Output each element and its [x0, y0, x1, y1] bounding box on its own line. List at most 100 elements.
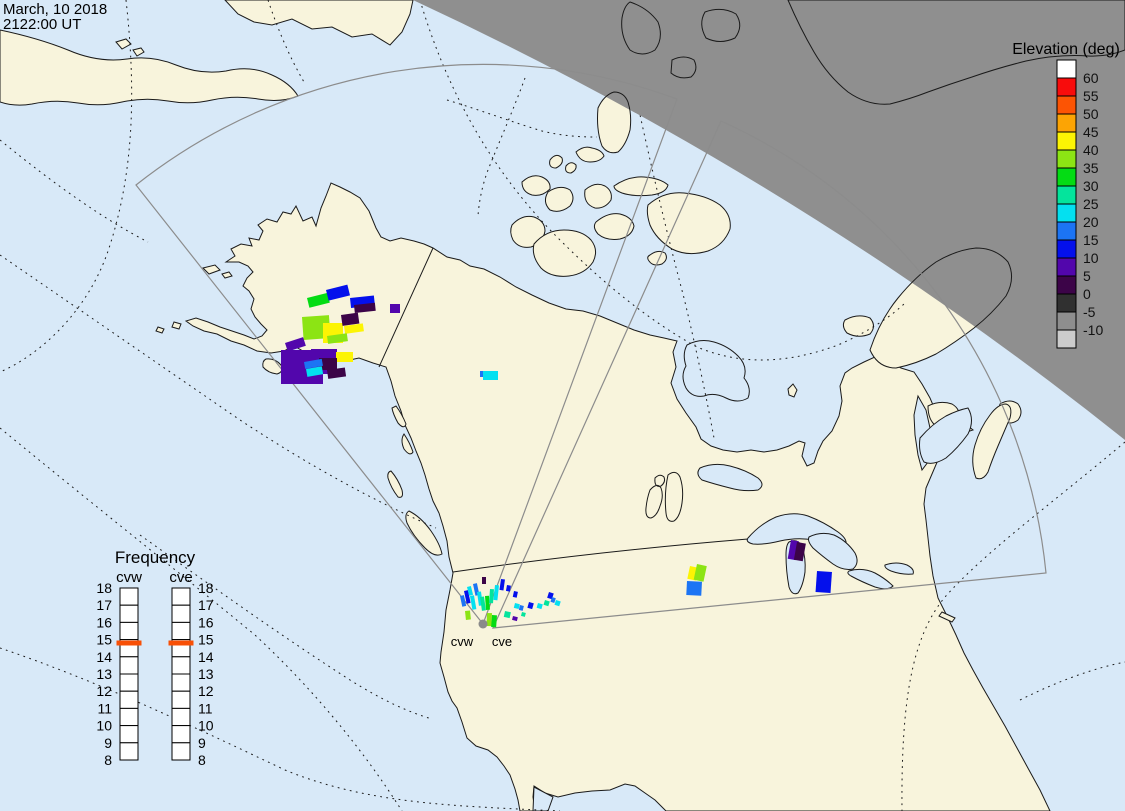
colorbar-cell [1056, 221, 1077, 241]
frequency-column-label-cvw: cvw [116, 569, 142, 586]
radar-echo-cell [480, 596, 486, 611]
radar-echo-cell [306, 366, 324, 377]
frequency-tick-label: 8 [198, 752, 206, 768]
radar-echo-cell [520, 612, 526, 617]
radar-echo-cell [480, 371, 484, 377]
lake-manitoba-outline [645, 484, 663, 519]
radar-echo-cell [465, 610, 471, 620]
frequency-scale-cell [119, 690, 139, 709]
radar-echo-cell [550, 597, 556, 603]
frequency-tick-label: 17 [198, 597, 214, 613]
radar-echo-cell [484, 595, 490, 610]
frequency-scale-cell [171, 707, 191, 727]
radar-echo-cell [489, 589, 494, 604]
frequency-tick-label: 11 [198, 700, 213, 716]
country-borders [378, 247, 749, 573]
frequency-scale-cell [119, 656, 139, 675]
frequency-tick-label: 12 [198, 683, 214, 699]
radar-echo-cell [483, 371, 498, 380]
radar-echo-cell [307, 292, 330, 308]
colorbar-tick-label: 5 [1083, 268, 1091, 284]
timestamp: March, 10 2018 2122:00 UT [3, 2, 107, 32]
radar-echo-cell [499, 579, 505, 591]
frequency-tick-label: 18 [96, 580, 112, 596]
radar-echo-cell [503, 611, 511, 619]
colorbar-cell [1056, 275, 1077, 295]
elevation-colorbar: Elevation (deg)605550454035302520151050-… [1012, 41, 1120, 349]
colorbar-tick-label: 15 [1083, 232, 1099, 248]
radar-echo-cell [285, 337, 306, 352]
radar-echo-cell [341, 312, 360, 326]
frequency-tick-label: 8 [104, 752, 112, 768]
radar-echo-cell [536, 603, 543, 610]
colorbar-cell [1056, 293, 1077, 313]
frequency-scale-cell [171, 604, 191, 623]
frequency-scale-cell [119, 604, 139, 623]
frequency-scale-cell [171, 742, 191, 761]
lake-winnipeg-outline [664, 471, 684, 522]
colorbar-tick-label: 20 [1083, 214, 1099, 230]
radar-echo-cell [327, 333, 348, 344]
radar-echo-cell [467, 586, 474, 596]
frequency-scale-cell [119, 673, 139, 692]
radar-site-dot-cvw [478, 619, 488, 629]
colorbar-tick-label: 0 [1083, 286, 1091, 302]
frequency-scale-cell [171, 656, 191, 675]
radar-echo-cell [815, 571, 832, 593]
radar-echo-cell [512, 616, 518, 622]
radar-echo-cell [460, 595, 467, 607]
frequency-tick-label: 13 [198, 666, 214, 682]
frequency-tick-label: 14 [198, 649, 214, 665]
frequency-tick-label: 12 [96, 683, 112, 699]
frequency-tick-label: 18 [198, 580, 214, 596]
frequency-scale-cell [119, 621, 139, 641]
frequency-scale-cell [171, 673, 191, 692]
colorbar-tick-label: 30 [1083, 178, 1099, 194]
frequency-scale-cell [119, 742, 139, 761]
radar-echo-cell [491, 615, 497, 628]
frequency-scale-cell [119, 725, 139, 744]
frequency-scale-cell [171, 587, 191, 606]
radar-echo-cell [336, 352, 353, 362]
colorbar-cell [1056, 203, 1077, 223]
colorbar-cell [1056, 149, 1077, 169]
radar-echo-cell [327, 367, 347, 379]
colorbar-cell [1056, 77, 1077, 97]
frequency-scale-cell [119, 587, 139, 606]
us-canada-border [452, 538, 749, 573]
radar-site-label-cvw: cvw [451, 634, 474, 649]
colorbar-cell [1056, 311, 1077, 331]
time-line: 2122:00 UT [3, 16, 82, 33]
frequency-tick-label: 10 [96, 718, 112, 734]
radar-echo-cell [518, 605, 524, 611]
cve-fov-outline [492, 120, 1047, 629]
colorbar-tick-label: 45 [1083, 124, 1099, 140]
alaska-border [378, 247, 434, 368]
radar-echo-cell [303, 358, 323, 369]
colorbar-cell [1056, 131, 1077, 151]
frequency-marker [116, 640, 142, 646]
radar-echo-cell [693, 564, 707, 582]
frequency-scale-cell [171, 690, 191, 709]
colorbar-tick-label: 25 [1083, 196, 1099, 212]
frequency-tick-label: 16 [198, 614, 214, 630]
radar-echo-cell [470, 595, 477, 610]
radar-echo-cell [325, 284, 351, 301]
colorbar-tick-label: 55 [1083, 88, 1099, 104]
frequency-tick-label: 16 [96, 614, 112, 630]
colorbar-cell [1056, 185, 1077, 205]
colorbar-tick-label: 50 [1083, 106, 1099, 122]
colorbar-cell [1056, 329, 1077, 349]
radar-echo-cell [686, 581, 702, 596]
frequency-tick-label: 9 [104, 735, 112, 751]
radar-echo-cell [505, 584, 511, 592]
radar-echo-cells [281, 284, 832, 628]
radar-echo-cell [543, 600, 550, 607]
radar-echo-cell [527, 602, 534, 610]
colorbar-tick-label: 40 [1083, 142, 1099, 158]
radar-site-label-cve: cve [492, 634, 512, 649]
radar-echo-cell [554, 600, 561, 607]
small-lake-outline [654, 474, 666, 487]
